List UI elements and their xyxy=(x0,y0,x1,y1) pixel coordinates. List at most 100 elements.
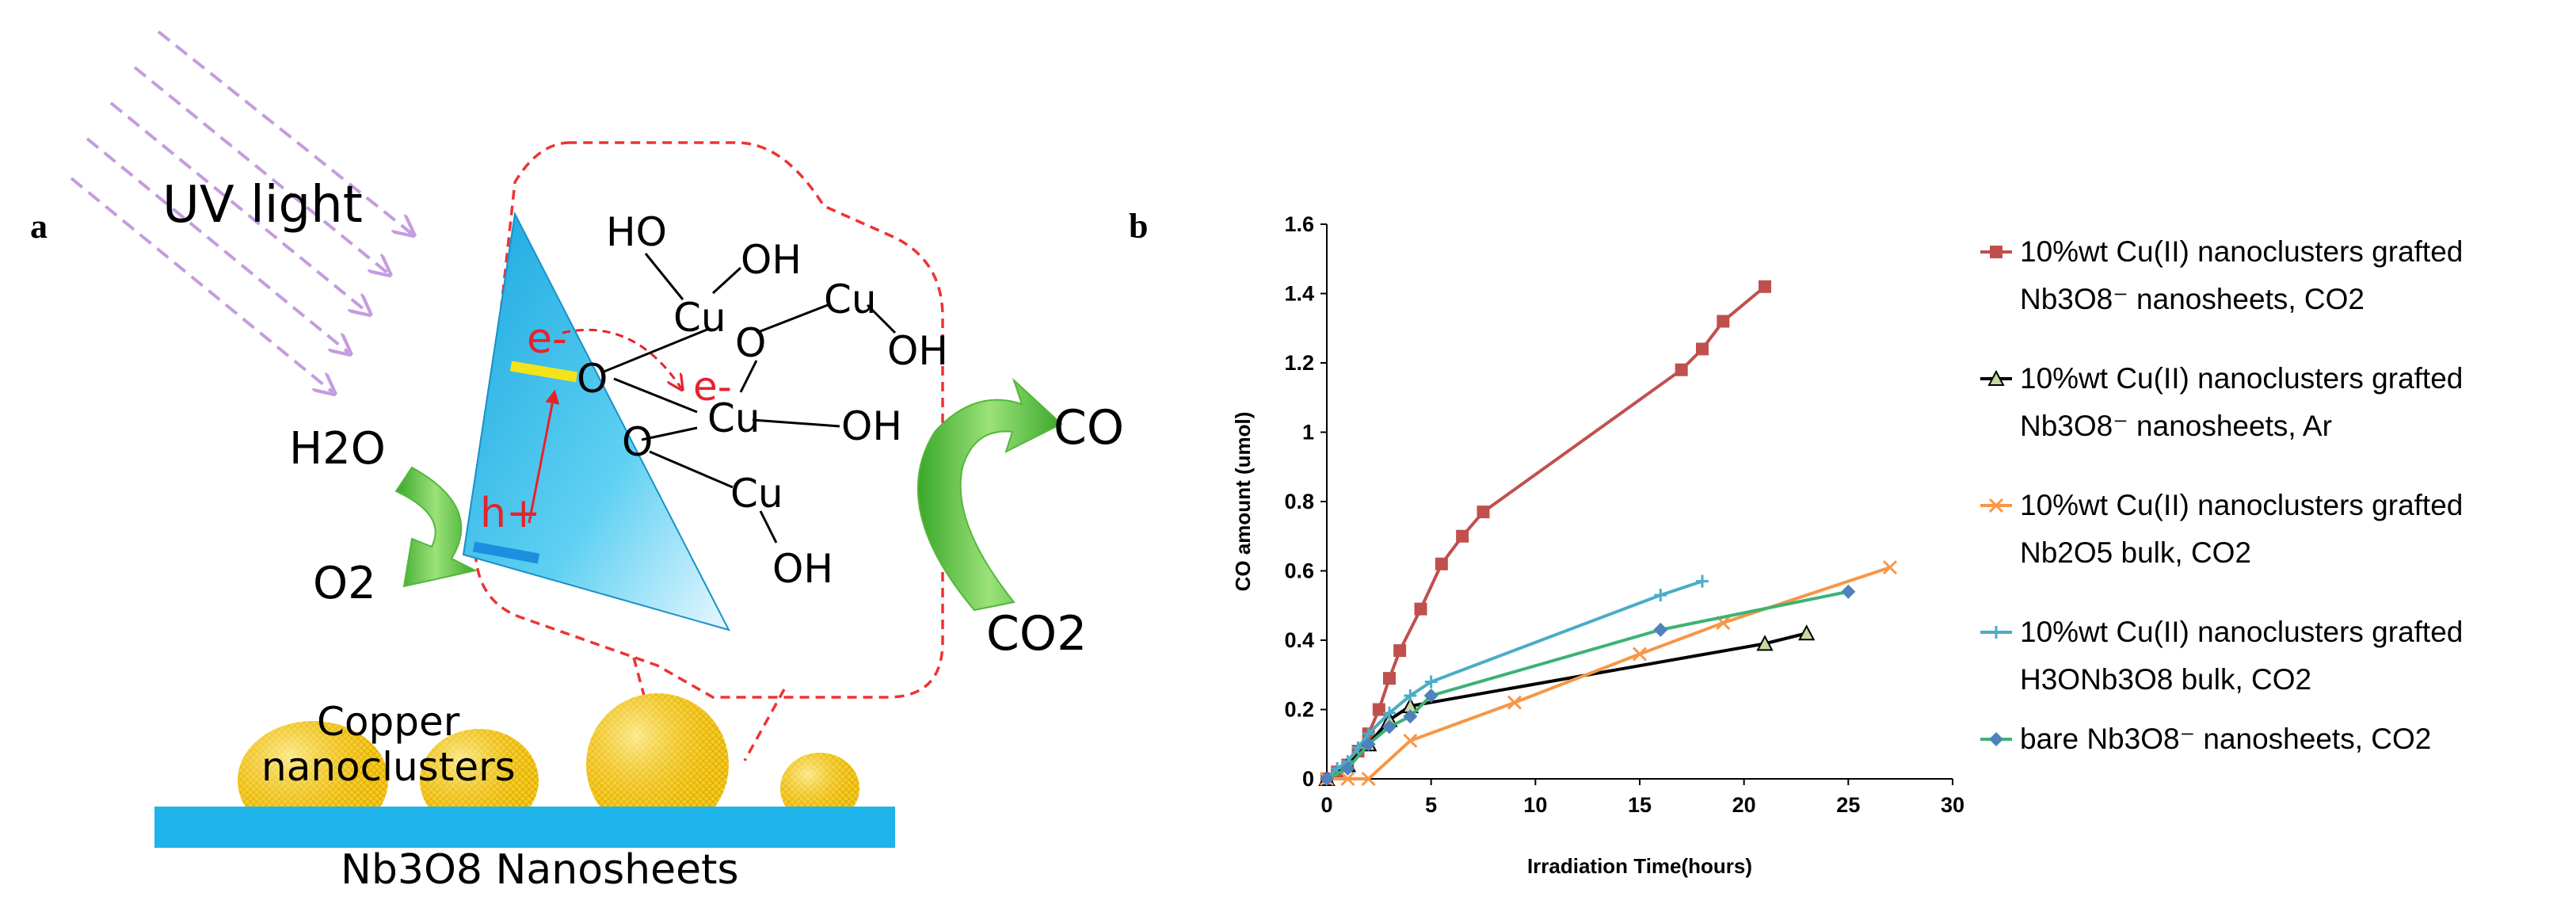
series-5-point xyxy=(1403,709,1418,724)
series-3-point xyxy=(1361,771,1376,787)
series-4-point xyxy=(1654,589,1667,602)
o2-label: O2 xyxy=(313,558,376,609)
x-tick-label: 15 xyxy=(1628,793,1652,817)
series-5-point xyxy=(1361,737,1376,752)
x-tick-label: 20 xyxy=(1732,793,1756,817)
molecule-labels: HO OH Cu Cu OH O O Cu OH O Cu OH xyxy=(577,209,948,592)
zoom-line-right xyxy=(743,689,786,761)
copper-label-line2: nanoclusters xyxy=(261,744,516,790)
y-tick-label: 0.6 xyxy=(1284,559,1314,583)
copper-hydroxide-molecule xyxy=(601,253,897,544)
series-3-point xyxy=(1340,771,1355,787)
legend-2-label: 10%wt Cu(II) nanoclusters grafted xyxy=(2020,362,2463,395)
series-3-point xyxy=(1632,647,1648,662)
y-tick-label: 1 xyxy=(1302,421,1314,444)
x-tick-label: 25 xyxy=(1836,793,1860,817)
panel-a: a UV light e- h+ e- xyxy=(30,30,1124,894)
series-5-point xyxy=(1382,719,1397,734)
legend-5-marker xyxy=(1989,732,2003,746)
mol-oh-1: OH xyxy=(741,237,802,283)
series-4-line xyxy=(1325,579,1703,780)
legend-4-marker xyxy=(1990,626,2002,639)
series-4-point xyxy=(1383,706,1396,719)
mol-o-1: O xyxy=(735,320,766,366)
mol-cu-2: Cu xyxy=(824,277,877,322)
series-2-point xyxy=(1798,624,1816,641)
series-1-point xyxy=(1675,363,1688,376)
valence-band-mark xyxy=(472,541,540,564)
x-tick-label: 10 xyxy=(1523,793,1547,817)
hole-label: h+ xyxy=(480,490,541,537)
series-3-point xyxy=(1403,733,1418,748)
y-tick-label: 0.8 xyxy=(1284,490,1314,513)
series-4-point xyxy=(1696,574,1709,588)
co2-reduction-arrow xyxy=(916,377,1063,612)
series-4-point xyxy=(1404,689,1417,702)
co-amount-chart: 0 5 10 15 20 25 30 0 0.2 0.4 0.6 0.8 1 1.2 1.4 1.6 Irrad… xyxy=(1231,212,2463,878)
panel-b-label: b xyxy=(1129,207,1148,246)
mol-cu-3: Cu xyxy=(707,395,760,441)
excitation-arrow xyxy=(528,389,560,524)
electron-label: e- xyxy=(527,315,567,363)
nanosheets-label: Nb3O8 Nanosheets xyxy=(341,846,739,894)
series-5-point xyxy=(1340,761,1355,776)
x-tick-label: 0 xyxy=(1320,793,1332,817)
legend-4-label-line2: H3ONb3O8 bulk, CO2 xyxy=(2020,663,2311,696)
copper-label-line1: Copper xyxy=(317,699,460,745)
mol-oh-3: OH xyxy=(841,403,902,449)
series-5-point xyxy=(1841,584,1856,599)
y-tick-label: 0.4 xyxy=(1284,628,1314,652)
series-5-line xyxy=(1326,589,1849,780)
panel-a-label: a xyxy=(30,207,48,246)
legend-3-marker xyxy=(1988,498,2004,513)
series-2-point xyxy=(1756,635,1774,651)
legend-1-label-line2: Nb3O8⁻ nanosheets, CO2 xyxy=(2020,283,2365,315)
legend-1-label: 10%wt Cu(II) nanoclusters grafted xyxy=(2020,235,2463,268)
legend-2-label-line2: Nb3O8⁻ nanosheets, Ar xyxy=(2020,410,2332,442)
series-5-point xyxy=(1423,689,1439,703)
y-tick-label: 0.2 xyxy=(1284,698,1314,722)
y-axis-title: CO amount (umol) xyxy=(1231,412,1255,592)
series-1-point xyxy=(1393,644,1407,658)
mol-cu-1: Cu xyxy=(673,295,726,341)
mol-oh-2: OH xyxy=(887,328,948,374)
uv-light-arrows xyxy=(70,30,412,392)
x-tick-label: 5 xyxy=(1425,793,1437,817)
y-tick-label: 1.6 xyxy=(1284,212,1314,236)
legend-3-label: 10%wt Cu(II) nanoclusters grafted xyxy=(2020,489,2463,521)
zoom-box xyxy=(474,141,944,699)
series-1-point xyxy=(1414,602,1427,616)
series-1-point xyxy=(1372,703,1385,716)
series-1-point xyxy=(1717,315,1730,328)
y-tick-label: 0 xyxy=(1302,767,1314,791)
mol-oh-4: OH xyxy=(772,546,833,592)
conduction-band-mark xyxy=(509,361,578,383)
series-5-point xyxy=(1653,622,1668,637)
nanosheet-bar xyxy=(154,807,895,848)
series-3-point xyxy=(1507,695,1522,710)
series-3-line xyxy=(1327,566,1891,780)
series-3-point xyxy=(1882,560,1898,575)
electron-transfer-arrow xyxy=(562,328,681,388)
legend-4-label: 10%wt Cu(II) nanoclusters grafted xyxy=(2020,616,2463,648)
legend-2-marker xyxy=(1987,369,2005,386)
co2-label: CO2 xyxy=(986,606,1087,662)
series-4-point xyxy=(1351,741,1365,754)
water-oxidation-arrow xyxy=(394,466,478,588)
y-tick-label: 1.2 xyxy=(1284,351,1314,375)
series-1-point xyxy=(1759,280,1771,293)
series-1-point xyxy=(1456,529,1469,543)
uv-light-label: UV light xyxy=(162,176,363,235)
crystal-wedge xyxy=(462,211,730,631)
y-tick-label: 1.4 xyxy=(1284,282,1314,306)
legend-1-marker xyxy=(1990,246,2002,258)
mol-o-2: O xyxy=(577,356,608,402)
series-1-point xyxy=(1477,506,1490,519)
mol-cu-4: Cu xyxy=(730,471,783,517)
series-1-point xyxy=(1696,342,1709,356)
series-1-point xyxy=(1383,672,1396,685)
series-5-point xyxy=(1320,772,1334,786)
series-1-line xyxy=(1325,285,1766,780)
mol-o-3: O xyxy=(622,419,653,465)
